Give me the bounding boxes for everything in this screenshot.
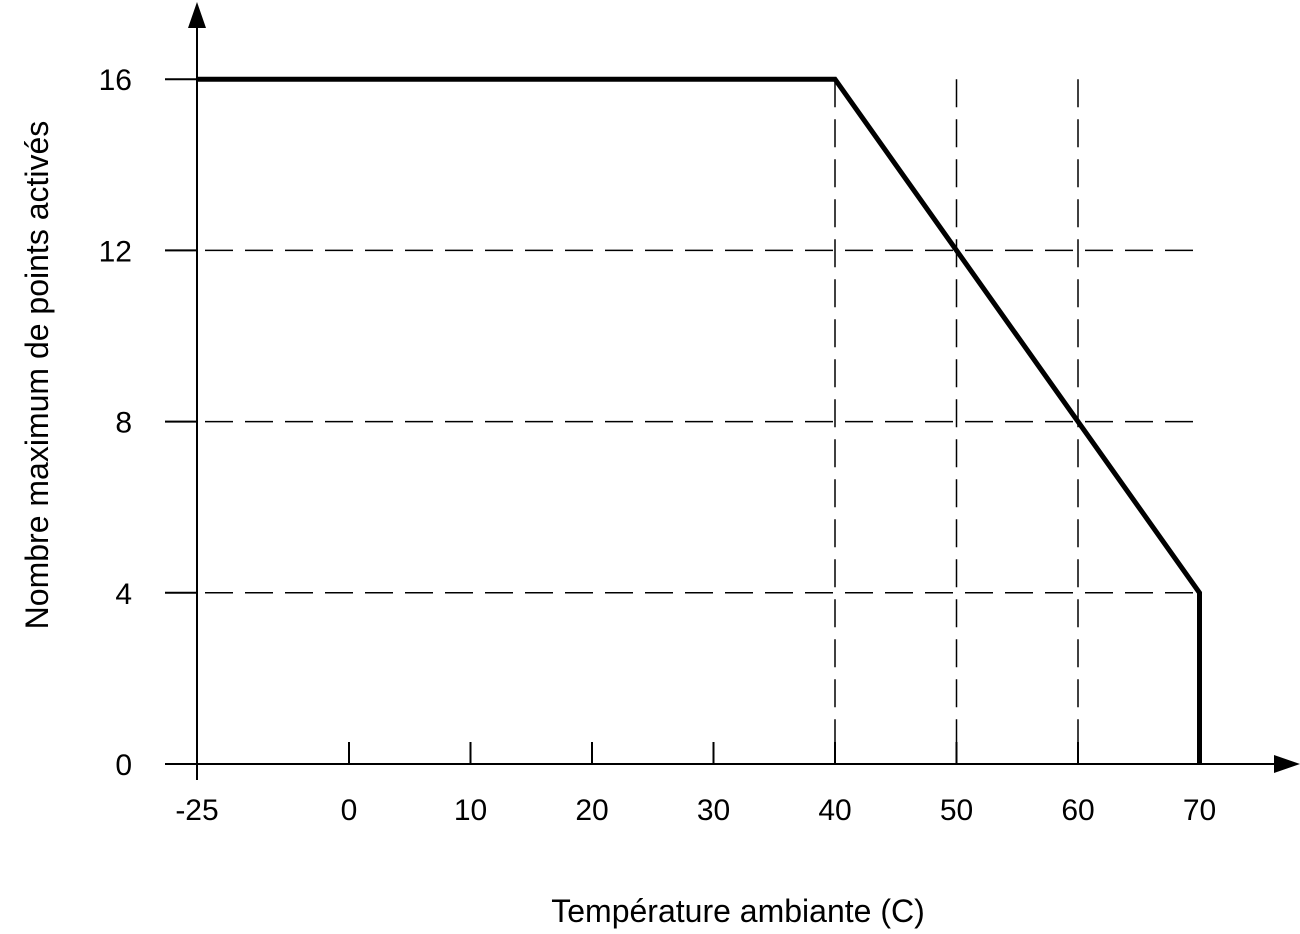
x-tick-label-70: 70 [1183, 794, 1216, 827]
y-tick-label-0: 0 [115, 749, 132, 782]
y-tick-label-12: 12 [99, 235, 132, 268]
axes [165, 2, 1300, 773]
y-tick-label-4: 4 [115, 578, 132, 611]
y-tick-label-8: 8 [115, 407, 132, 440]
x-tick-label-30: 30 [697, 794, 730, 827]
tick-labels: 0 4 8 12 16 -25 0 10 20 30 40 50 60 70 [99, 64, 1217, 827]
series-line-0 [197, 76, 1202, 764]
x-tick-label--25: -25 [175, 794, 218, 827]
x-tick-label-50: 50 [940, 794, 973, 827]
y-axis-arrow [188, 2, 206, 28]
ticks [165, 78, 1201, 780]
x-tick-label-10: 10 [454, 794, 487, 827]
reference-lines [165, 79, 1201, 764]
y-tick-label-16: 16 [99, 64, 132, 97]
x-tick-label-20: 20 [575, 794, 608, 827]
x-tick-label-60: 60 [1061, 794, 1094, 827]
x-tick-label-0: 0 [341, 794, 358, 827]
x-axis-arrow [1274, 755, 1300, 773]
x-axis-title: Température ambiante (C) [551, 893, 924, 929]
x-tick-label-40: 40 [818, 794, 851, 827]
y-axis-title: Nombre maximum de points activés [19, 121, 55, 630]
series [197, 76, 1202, 764]
